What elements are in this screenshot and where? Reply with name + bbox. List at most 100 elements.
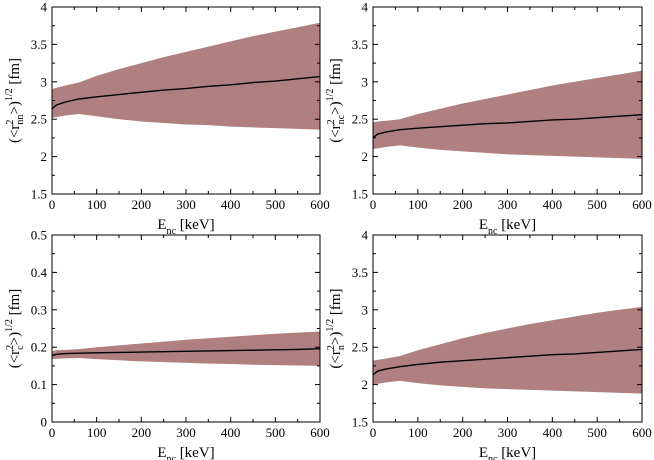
y-axis-label: (<r2c>)1/2 [fm]: [4, 289, 26, 369]
y-axis-label-power: 2: [5, 120, 16, 125]
y-axis-label-open: (<r: [7, 350, 23, 368]
x-tick-label: 400: [221, 425, 241, 440]
x-tick-label: 500: [266, 425, 286, 440]
x-tick-label: 300: [498, 197, 518, 212]
panel-3: 0 100 200 300 400 500 600 0 0.1 0.2 0.3 0.4 0.5 Enc […: [4, 228, 330, 460]
y-axis-label: (<r2nn>)1/2 [fm]: [4, 58, 26, 143]
uncertainty-band: [52, 22, 320, 130]
panel-4: 0 100 200 300 400 500 600 1.5 2 2.5 3 3.5 4 Enc [keV]…: [325, 228, 652, 460]
y-axis-label-open: (<r: [328, 350, 344, 368]
y-axis-label-power: 2: [326, 119, 337, 124]
y-tick-label: 3.5: [352, 37, 368, 52]
y-tick-label: 0.4: [31, 265, 48, 280]
plot-frame: [51, 234, 321, 423]
x-tick-label: 600: [632, 425, 652, 440]
y-axis-label-unit: [fm]: [328, 58, 344, 88]
uncertainty-band: [373, 306, 642, 394]
x-tick-label: 0: [370, 425, 377, 440]
y-axis-label-close: >): [328, 332, 344, 345]
x-axis-label-unit: [keV]: [497, 217, 536, 233]
y-tick-label: 0.2: [31, 340, 47, 355]
x-axis-label-subscript: nc: [166, 454, 176, 460]
x-tick-label: 300: [176, 197, 196, 212]
y-axis-label-close: >): [328, 101, 344, 114]
central-curve: [52, 75, 320, 110]
uncertainty-band: [373, 70, 642, 159]
panel-1: 0 100 200 300 400 500 600 1.5 2 2.5 3 3.5 4 Enc [keV]…: [4, 0, 330, 237]
x-axis-label-unit: [keV]: [497, 445, 536, 460]
y-tick-label: 2.5: [31, 112, 47, 127]
y-tick-label: 3: [362, 74, 369, 89]
x-tick-label: 200: [453, 197, 473, 212]
x-tick-label: 100: [87, 425, 107, 440]
central-curve: [373, 114, 642, 139]
x-tick-label: 200: [132, 425, 152, 440]
y-tick-label: 3.5: [352, 265, 368, 280]
y-tick-label: 3.5: [31, 37, 47, 52]
x-tick-label: 600: [632, 197, 652, 212]
y-axis-label-power: 2: [326, 345, 337, 350]
x-axis-label: Enc [keV]: [479, 217, 536, 237]
y-axis-label-subscript: nc: [336, 114, 347, 124]
x-axis-label-main: E: [157, 445, 166, 460]
y-axis-label-unit: [fm]: [328, 288, 344, 318]
x-axis-label-subscript: nc: [166, 226, 176, 237]
x-tick-label: 100: [87, 197, 107, 212]
y-tick-label: 2.5: [352, 112, 368, 127]
y-axis-label-exponent: 1/2: [4, 319, 15, 332]
central-curve: [52, 348, 320, 357]
x-tick-label: 100: [408, 197, 428, 212]
y-tick-label: 4: [41, 0, 48, 15]
y-tick-label: 2: [362, 149, 369, 164]
central-curve: [373, 348, 642, 376]
y-axis-label-unit: [fm]: [7, 58, 23, 88]
x-tick-label: 0: [49, 425, 56, 440]
y-tick-label: 2: [362, 377, 369, 392]
y-tick-label: 4: [362, 0, 369, 15]
y-axis-label-subscript: nn: [15, 115, 26, 125]
x-tick-label: 400: [543, 425, 563, 440]
y-axis-label-exponent: 1/2: [325, 319, 336, 332]
x-tick-label: 200: [453, 425, 473, 440]
y-tick-label: 0.3: [31, 302, 47, 317]
y-tick-label: 3: [362, 302, 369, 317]
x-tick-label: 500: [266, 197, 286, 212]
x-axis-label: Enc [keV]: [157, 217, 214, 237]
panel-2: 0 100 200 300 400 500 600 1.5 2 2.5 3 3.5 4 Enc [keV]…: [325, 0, 652, 237]
y-axis-label-open: (<r: [328, 124, 344, 142]
y-tick-label: 0.1: [31, 377, 47, 392]
y-axis-label: (<r2nc>)1/2 [fm]: [325, 58, 347, 143]
y-tick-label: 1.5: [31, 187, 47, 202]
x-axis-label-main: E: [479, 445, 488, 460]
y-axis-label-unit: [fm]: [7, 289, 23, 319]
x-axis-label: Enc [keV]: [157, 445, 214, 460]
y-axis-label-subscript: n: [336, 345, 347, 350]
x-tick-label: 600: [310, 425, 330, 440]
x-axis-label: Enc [keV]: [479, 445, 536, 460]
x-axis-label-unit: [keV]: [176, 217, 215, 233]
y-axis-label-exponent: 1/2: [325, 89, 336, 102]
x-axis-label-main: E: [479, 217, 488, 233]
x-axis-label-subscript: nc: [488, 454, 498, 460]
y-tick-label: 3: [41, 74, 48, 89]
x-tick-label: 100: [408, 425, 428, 440]
x-tick-label: 300: [498, 425, 518, 440]
x-tick-label: 500: [587, 425, 607, 440]
y-axis-label: (<r2n>)1/2 [fm]: [325, 288, 347, 368]
y-tick-label: 0.5: [31, 228, 47, 243]
x-axis-label-subscript: nc: [488, 226, 498, 237]
x-tick-label: 200: [132, 197, 152, 212]
y-tick-label: 1.5: [352, 415, 368, 430]
y-axis-label-subscript: c: [15, 345, 26, 350]
x-tick-label: 600: [310, 197, 330, 212]
y-tick-label: 2.5: [352, 340, 368, 355]
y-axis-label-exponent: 1/2: [4, 88, 15, 101]
y-axis-label-close: >): [7, 101, 23, 114]
y-tick-label: 2: [41, 149, 48, 164]
x-axis-label-main: E: [157, 217, 166, 233]
x-tick-label: 400: [221, 197, 241, 212]
y-axis-label-open: (<r: [7, 125, 23, 143]
x-axis-label-unit: [keV]: [176, 445, 215, 460]
y-axis-label-power: 2: [5, 345, 16, 350]
uncertainty-band: [52, 331, 320, 366]
